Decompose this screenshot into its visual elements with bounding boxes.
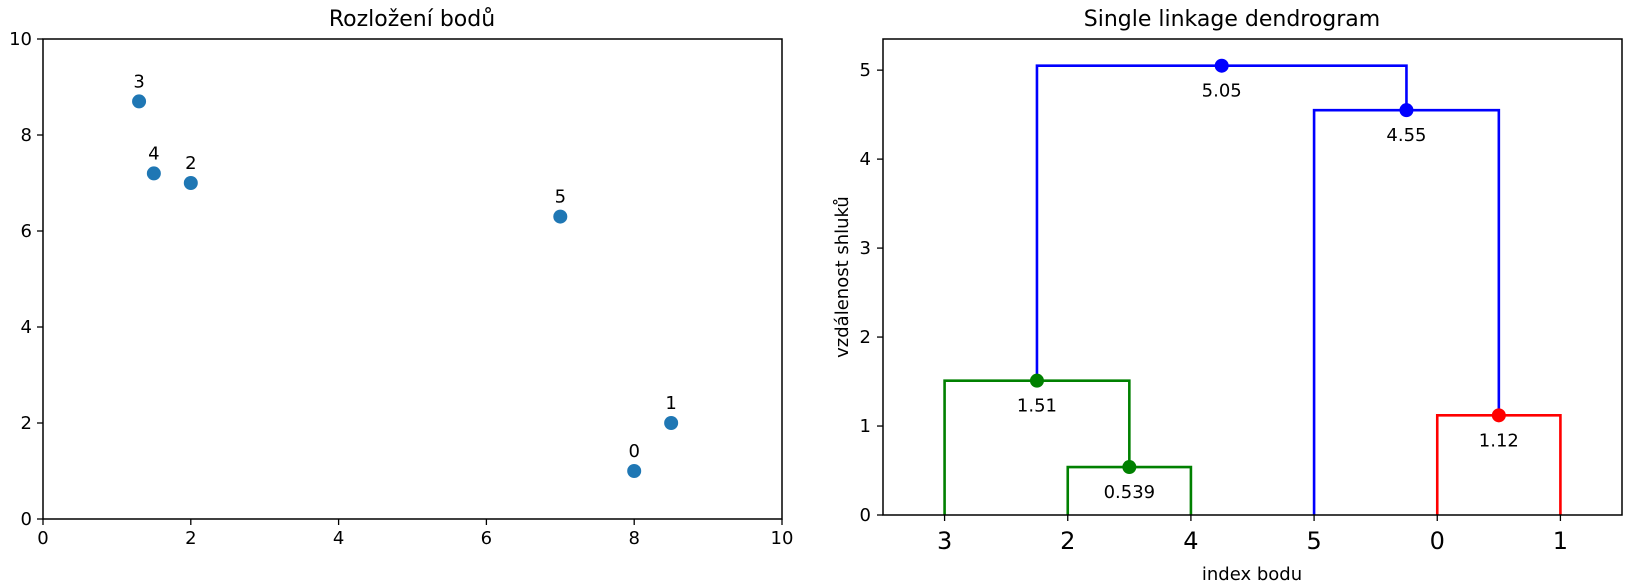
y-tick-label: 2 <box>860 327 871 348</box>
point-label: 3 <box>133 71 144 92</box>
scatter-point <box>183 176 198 190</box>
scatter-chart: Rozložení bodů 0 2 4 6 8 10 0 2 4 6 8 10 0 1 2 3 4 5 <box>9 7 793 549</box>
scatter-plot-frame <box>42 38 783 520</box>
scatter-title: Rozložení bodů <box>329 7 495 32</box>
merge-distance-label: 0.539 <box>1104 482 1156 503</box>
x-tick-label: 2 <box>185 528 196 549</box>
y-tick-label: 2 <box>21 413 32 434</box>
scatter-points: 0 1 2 3 4 5 <box>132 71 679 478</box>
y-tick-label: 1 <box>860 416 871 437</box>
point-label: 5 <box>555 187 566 208</box>
dendrogram-ticks: 3 2 4 5 0 1 0 1 2 3 4 5 <box>860 60 1569 555</box>
merge-node <box>1399 103 1414 118</box>
dendrogram-y-axis-label: vzdálenost shluků <box>832 196 853 358</box>
y-tick-label: 4 <box>21 317 32 338</box>
point-label: 0 <box>628 441 639 462</box>
merge-distance-label: 1.12 <box>1479 430 1519 451</box>
scatter-point <box>664 416 679 430</box>
point-label: 2 <box>185 153 196 174</box>
dendrogram-title: Single linkage dendrogram <box>1084 7 1380 32</box>
y-tick-label: 0 <box>21 509 32 530</box>
merge-distance-label: 1.51 <box>1017 396 1057 417</box>
scatter-point <box>146 166 161 181</box>
dendrogram-x-axis-label: index bodu <box>1202 564 1302 585</box>
dendrogram-nodes: 0.539 1.12 1.51 4.55 5.05 <box>1017 58 1519 503</box>
leaf-label: 5 <box>1306 527 1321 555</box>
y-tick-label: 3 <box>860 238 871 259</box>
y-tick-label: 0 <box>860 505 871 526</box>
merge-node <box>1214 58 1229 73</box>
merge-distance-label: 4.55 <box>1386 125 1426 146</box>
y-tick-label: 4 <box>860 149 871 170</box>
leaf-label: 3 <box>937 527 952 555</box>
merge-distance-label: 5.05 <box>1202 81 1242 102</box>
dendrogram-plot-frame <box>882 38 1623 516</box>
point-label: 4 <box>148 143 159 164</box>
x-tick-label: 0 <box>37 528 48 549</box>
y-tick-label: 10 <box>9 29 32 50</box>
merge-node <box>1491 408 1506 423</box>
dendrogram-link <box>1035 64 1408 381</box>
x-tick-label: 8 <box>628 528 639 549</box>
point-label: 1 <box>665 393 676 414</box>
leaf-label: 2 <box>1060 527 1075 555</box>
dendrogram-link <box>1312 108 1501 515</box>
y-tick-label: 6 <box>21 221 32 242</box>
merge-node <box>1029 373 1044 388</box>
leaf-label: 0 <box>1430 527 1445 555</box>
leaf-label: 1 <box>1553 527 1568 555</box>
x-tick-label: 6 <box>481 528 492 549</box>
leaf-label: 4 <box>1183 527 1198 555</box>
merge-node <box>1122 460 1137 475</box>
scatter-point <box>132 94 147 109</box>
x-tick-label: 4 <box>333 528 344 549</box>
scatter-point <box>553 209 568 224</box>
scatter-point <box>627 464 642 478</box>
dendrogram-chart: Single linkage dendrogram 3 2 4 5 0 1 0 1 2 3 4 5 0… <box>832 7 1623 585</box>
y-tick-label: 5 <box>860 60 871 81</box>
x-tick-label: 10 <box>771 528 794 549</box>
dendrogram-links <box>943 64 1562 515</box>
y-tick-label: 8 <box>21 125 32 146</box>
